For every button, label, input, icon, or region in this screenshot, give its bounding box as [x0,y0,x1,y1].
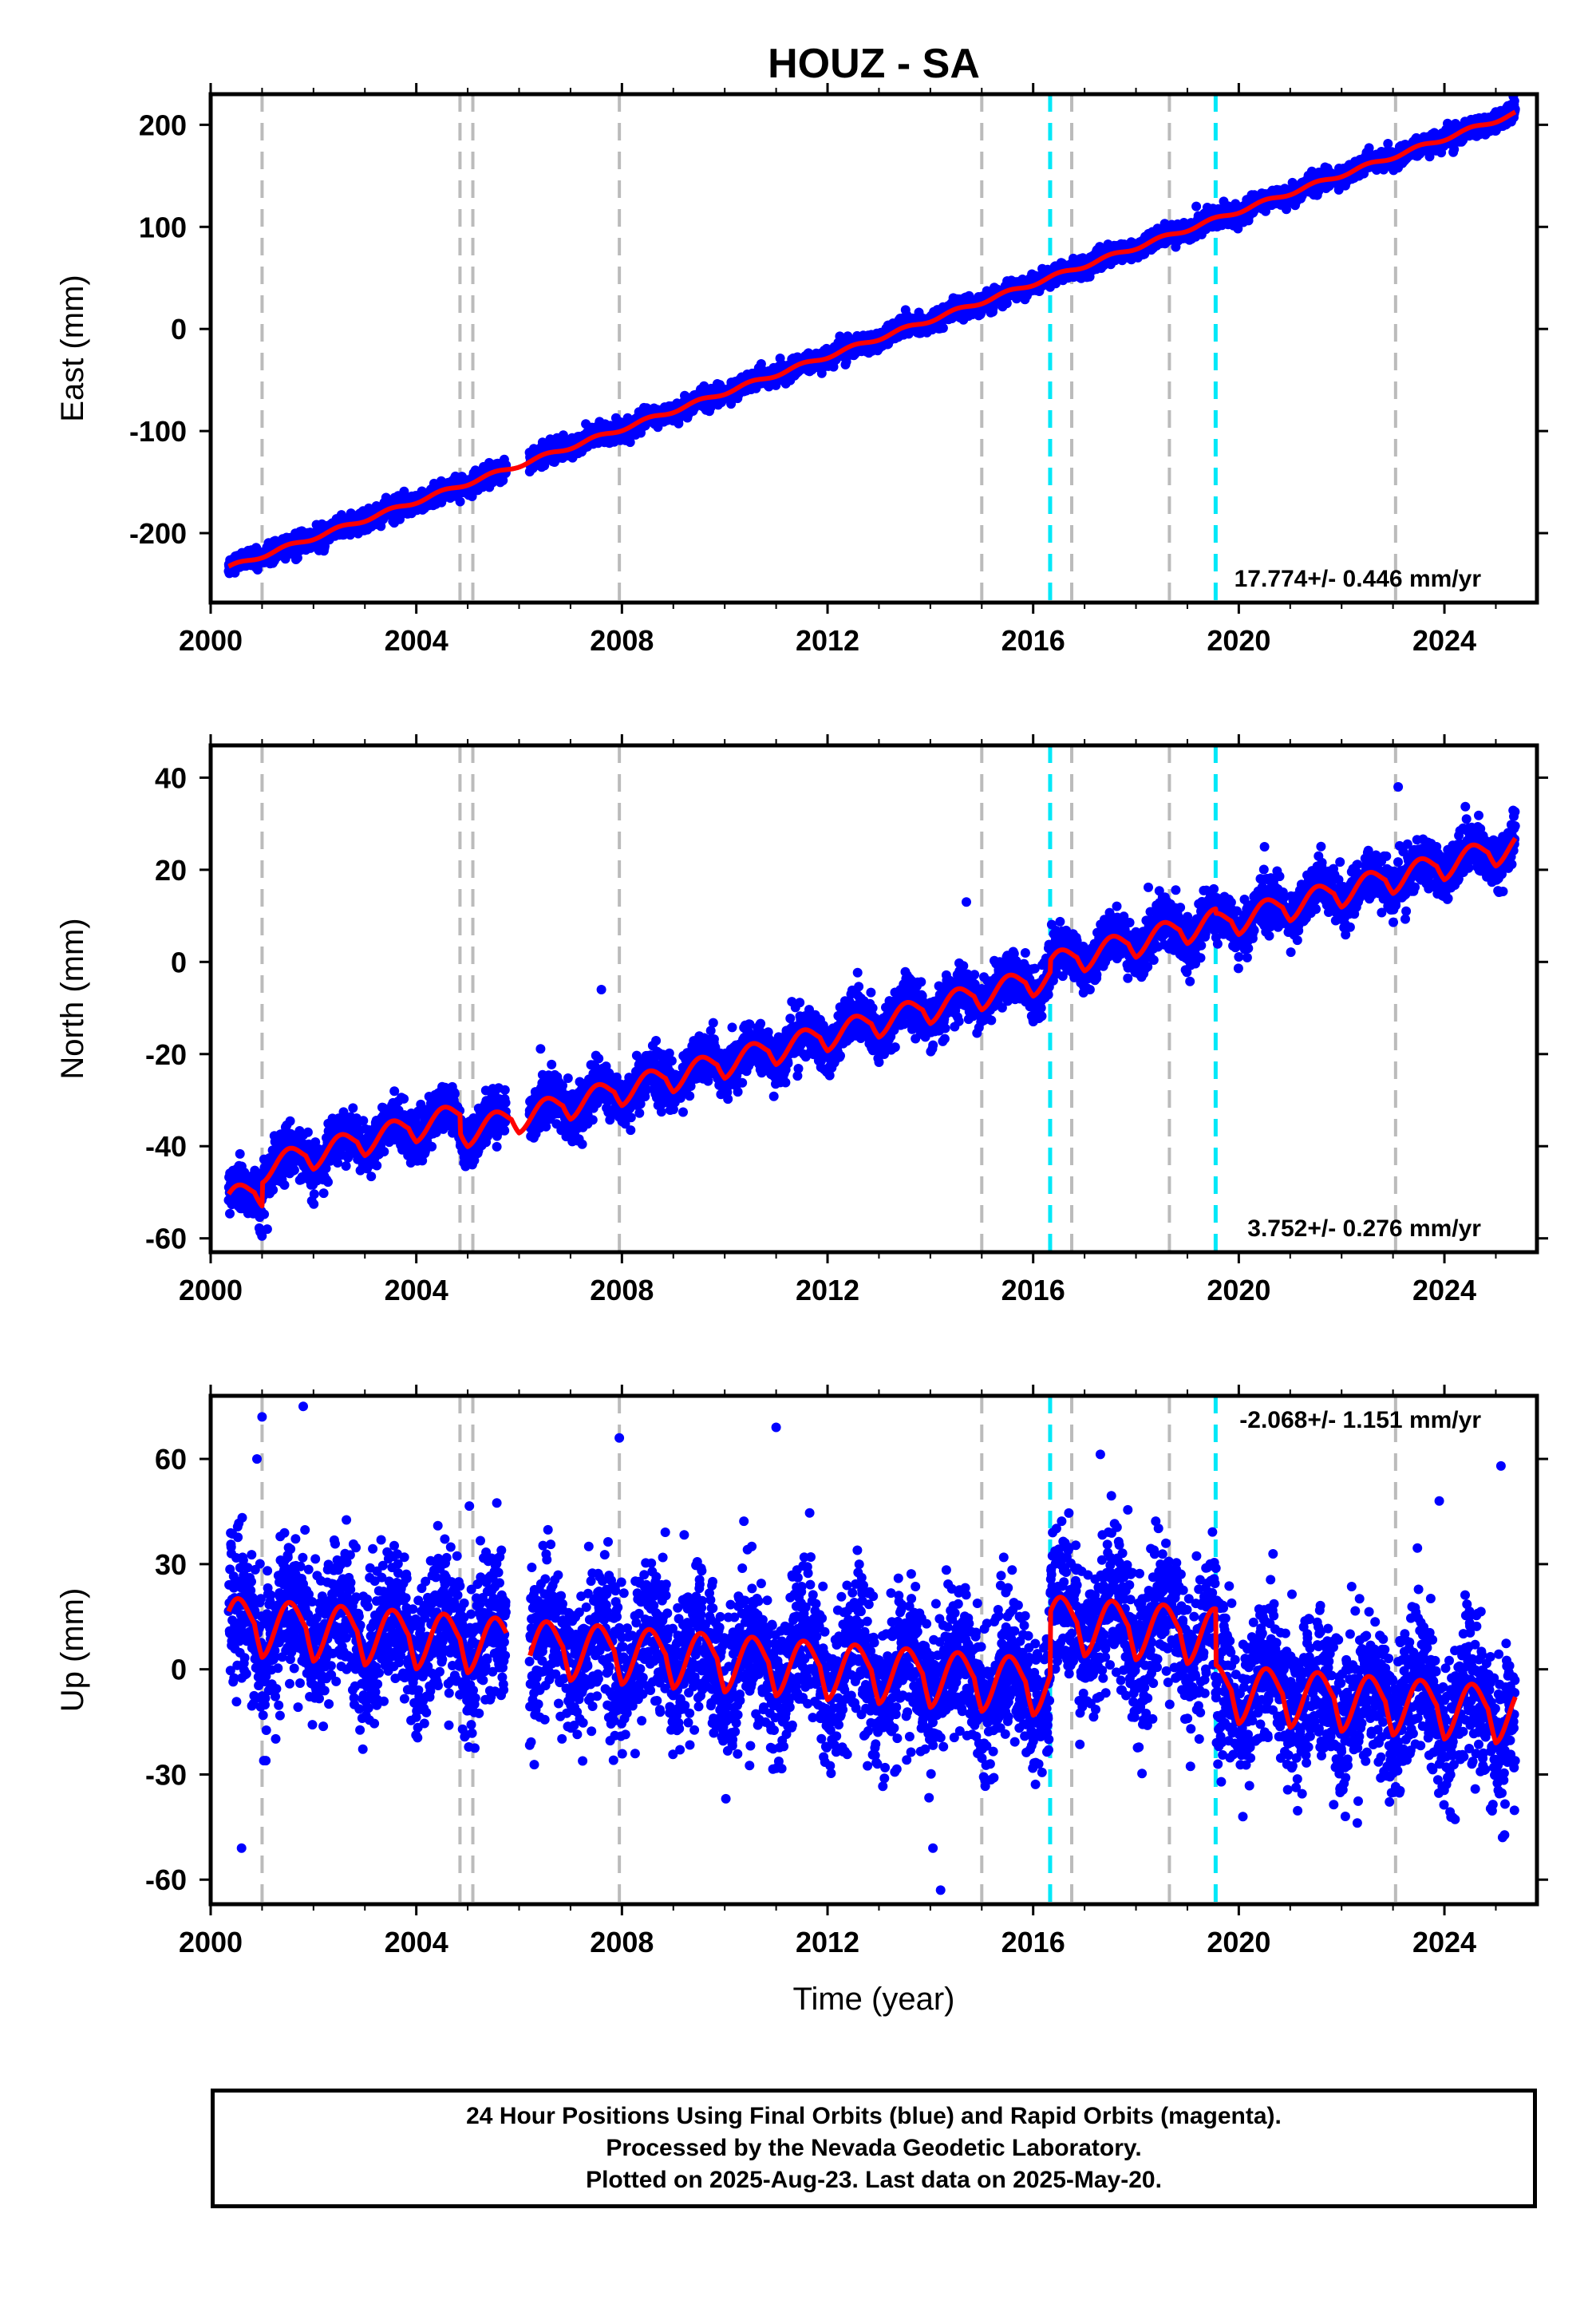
panel-east: 2000 2004 2008 2012 2016 2020 2024-200-1000100… [55,83,1548,657]
data-point [1383,139,1393,148]
data-point [455,496,465,507]
data-point [938,323,948,333]
data-point [1191,201,1202,211]
chart-title: HOUZ - SA [768,41,980,87]
plot-area-east [223,94,1520,603]
